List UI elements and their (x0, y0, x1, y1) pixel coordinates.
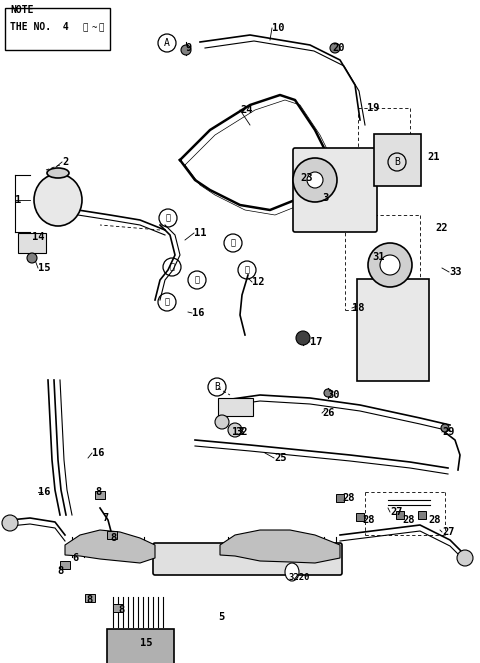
Text: 15: 15 (140, 638, 153, 648)
Text: 7: 7 (102, 513, 108, 523)
Ellipse shape (47, 168, 69, 178)
Text: 11: 11 (194, 228, 206, 238)
Circle shape (457, 550, 473, 566)
Circle shape (2, 515, 18, 531)
FancyBboxPatch shape (107, 629, 174, 663)
Text: 5: 5 (218, 612, 224, 622)
Text: 30: 30 (327, 390, 339, 400)
Text: 8: 8 (118, 605, 124, 615)
Bar (60, 561, 70, 569)
Text: 3220: 3220 (288, 573, 310, 583)
Text: 24: 24 (240, 105, 252, 115)
Text: 22: 22 (435, 223, 447, 233)
Bar (336, 494, 344, 502)
Text: 15: 15 (38, 263, 50, 273)
Circle shape (27, 253, 37, 263)
Text: 26: 26 (322, 408, 335, 418)
Text: ④: ④ (194, 276, 200, 284)
Circle shape (228, 423, 242, 437)
Text: 27: 27 (442, 527, 455, 537)
Text: 19: 19 (367, 103, 380, 113)
FancyBboxPatch shape (357, 279, 429, 381)
Text: 25: 25 (274, 453, 287, 463)
Text: 9: 9 (185, 43, 191, 53)
Text: 18: 18 (352, 303, 364, 313)
Bar (218, 398, 253, 416)
Text: 28: 28 (362, 515, 374, 525)
FancyBboxPatch shape (5, 8, 110, 50)
Bar (95, 491, 105, 499)
Text: 21: 21 (427, 152, 440, 162)
Text: 33: 33 (449, 267, 461, 277)
Polygon shape (65, 530, 155, 563)
Circle shape (181, 45, 191, 55)
Circle shape (296, 331, 310, 345)
Text: THE NO.  4: THE NO. 4 (10, 22, 69, 32)
Circle shape (380, 255, 400, 275)
Text: 13: 13 (232, 427, 244, 437)
Text: 8: 8 (110, 533, 116, 543)
Text: ④: ④ (169, 263, 175, 272)
Text: 16: 16 (192, 308, 204, 318)
Text: 8: 8 (57, 566, 63, 576)
Text: 6: 6 (72, 553, 78, 563)
Circle shape (307, 172, 323, 188)
Text: 20: 20 (332, 43, 345, 53)
Text: NOTE: NOTE (10, 5, 34, 15)
Bar (356, 513, 364, 521)
Text: B: B (214, 382, 220, 392)
Text: 8: 8 (95, 487, 101, 497)
Text: 29: 29 (442, 427, 455, 437)
Circle shape (330, 43, 340, 53)
Text: 16: 16 (92, 448, 105, 458)
Text: B: B (394, 157, 400, 167)
Circle shape (368, 243, 412, 287)
Circle shape (215, 415, 229, 429)
Text: 16: 16 (38, 487, 50, 497)
Bar (113, 604, 123, 612)
Bar (85, 594, 95, 602)
Text: ①: ① (165, 298, 169, 306)
Text: 3: 3 (322, 193, 328, 203)
Text: 28: 28 (342, 493, 355, 503)
Text: ③: ③ (244, 265, 250, 274)
Text: ④: ④ (166, 213, 170, 223)
Bar (107, 531, 117, 539)
Circle shape (324, 389, 332, 397)
Ellipse shape (285, 563, 299, 581)
Text: ~: ~ (92, 23, 97, 32)
Text: ①: ① (82, 23, 87, 32)
Text: 28: 28 (402, 515, 415, 525)
Ellipse shape (34, 174, 82, 226)
Text: 28: 28 (428, 515, 441, 525)
Text: 23: 23 (300, 173, 312, 183)
Bar (418, 511, 426, 519)
Text: 14: 14 (32, 232, 45, 242)
Text: A: A (164, 38, 170, 48)
Text: 27: 27 (390, 507, 403, 517)
Circle shape (441, 424, 449, 432)
Text: 32: 32 (235, 427, 248, 437)
FancyBboxPatch shape (374, 134, 421, 186)
Text: ④: ④ (98, 23, 103, 32)
Text: ②: ② (230, 239, 236, 247)
Text: 31: 31 (372, 252, 384, 262)
Text: 8: 8 (86, 595, 92, 605)
Text: 1: 1 (15, 195, 21, 205)
Text: 12: 12 (252, 277, 264, 287)
Circle shape (293, 158, 337, 202)
FancyBboxPatch shape (293, 148, 377, 232)
Bar (18, 233, 46, 253)
FancyBboxPatch shape (153, 543, 342, 575)
Bar (396, 511, 404, 519)
Text: 17: 17 (310, 337, 323, 347)
Polygon shape (220, 530, 340, 563)
Text: 10: 10 (272, 23, 285, 33)
Text: 2: 2 (62, 157, 68, 167)
